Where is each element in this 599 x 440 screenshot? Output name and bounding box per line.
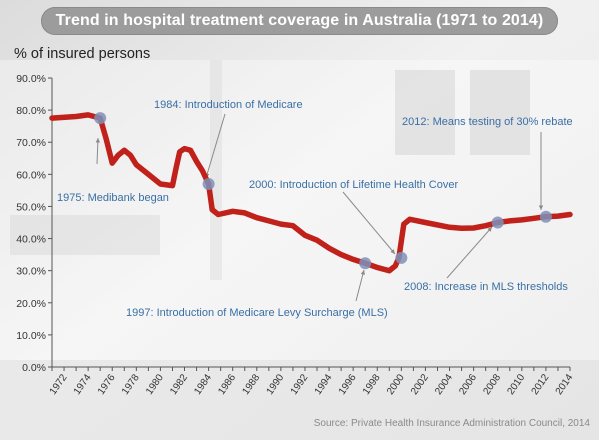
arrowhead: [95, 138, 101, 143]
y-tick-label: 50.0%: [16, 201, 46, 213]
y-tick-label: 40.0%: [16, 234, 46, 246]
y-tick-label: 80.0%: [16, 105, 46, 117]
x-tick-label: 1976: [96, 372, 118, 397]
x-tick-label: 1992: [289, 372, 311, 397]
event-marker: [539, 210, 552, 223]
x-tick-label: 1972: [48, 372, 70, 397]
x-tick-label: 2014: [554, 372, 576, 397]
arrowhead: [487, 227, 492, 232]
marker-layer: [94, 112, 552, 270]
annotation-labels: 1975: Medibank began 1984: Introduction o…: [57, 99, 573, 319]
y-tick-label: 20.0%: [16, 298, 46, 310]
x-tick-label: 2002: [409, 372, 431, 397]
y-axis-label: % of insured persons: [14, 46, 151, 62]
annotation-arrow: [342, 191, 396, 255]
annotation-label: 2012: Means testing of 30% rebate: [402, 116, 573, 128]
x-tick-label: 2006: [457, 372, 479, 397]
y-tick-label: 10.0%: [16, 330, 46, 342]
arrowhead: [538, 205, 544, 210]
x-tick-label: 2004: [433, 372, 455, 397]
coverage-line: [49, 112, 573, 274]
annotation-arrow: [205, 113, 226, 179]
y-tick-label: 70.0%: [16, 137, 46, 149]
annotation-arrow: [446, 226, 493, 279]
x-tick-label: 2008: [481, 372, 503, 397]
x-tick-label: 1986: [216, 372, 238, 397]
arrowhead: [390, 249, 395, 254]
y-tick-label: 90.0%: [16, 73, 46, 85]
chart-title: Trend in hospital treatment coverage in …: [41, 7, 558, 35]
event-marker: [359, 257, 372, 270]
annotation-label: 1975: Medibank began: [57, 192, 169, 204]
event-marker: [395, 251, 408, 264]
series-layer: [49, 112, 573, 274]
event-marker: [202, 177, 215, 190]
x-tick-label: 2012: [530, 372, 552, 397]
event-marker: [94, 112, 107, 125]
y-tick-label: 0.0%: [22, 362, 46, 374]
y-tick-label: 60.0%: [16, 169, 46, 181]
x-tick-label: 1998: [361, 372, 383, 397]
x-tick-label: 2000: [385, 372, 407, 397]
annotation-label: 1984: Introduction of Medicare: [154, 99, 303, 111]
x-tick-label: 1974: [72, 372, 94, 397]
x-tick-label: 1982: [168, 372, 190, 397]
y-tick-label: 30.0%: [16, 266, 46, 278]
x-tick-label: 1988: [240, 372, 262, 397]
event-marker: [491, 216, 504, 229]
x-tick-label: 2010: [505, 372, 527, 397]
annotation-label: 2000: Introduction of Lifetime Health Co…: [249, 179, 458, 191]
x-tick-label: 1994: [313, 372, 335, 397]
x-tick-label: 1996: [337, 372, 359, 397]
annotation-arrows: [95, 113, 544, 302]
x-tick-label: 1984: [192, 372, 214, 397]
x-tick-label: 1980: [144, 372, 166, 397]
x-tick-label: 1990: [265, 372, 287, 397]
annotation-arrow: [355, 269, 365, 302]
annotation-label: 2008: Increase in MLS thresholds: [404, 281, 568, 293]
arrowhead: [360, 270, 365, 275]
source-note: Source: Private Health Insurance Adminis…: [313, 418, 590, 429]
annotation-label: 1997: Introduction of Medicare Levy Surc…: [126, 307, 388, 319]
x-tick-label: 1978: [120, 372, 142, 397]
